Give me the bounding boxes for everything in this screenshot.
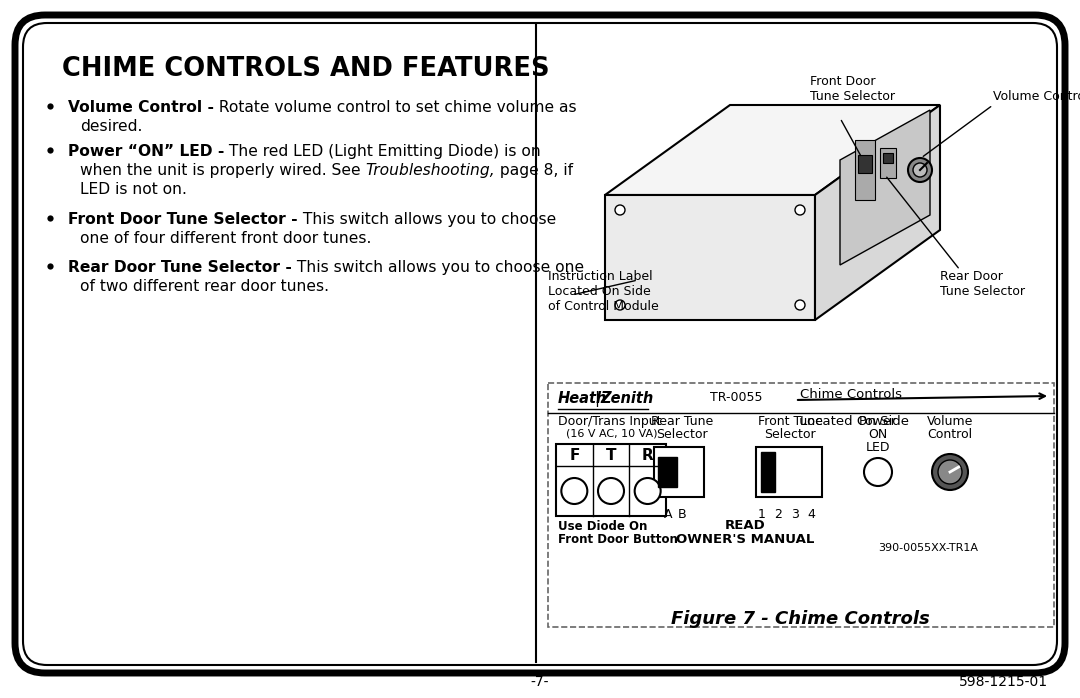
Text: Use Diode On: Use Diode On <box>558 520 647 533</box>
Text: OWNER'S MANUAL: OWNER'S MANUAL <box>676 533 814 546</box>
Text: one of four different front door tunes.: one of four different front door tunes. <box>80 231 372 246</box>
Text: Volume Control -: Volume Control - <box>68 100 214 115</box>
Bar <box>880 148 896 178</box>
Polygon shape <box>815 105 940 320</box>
Circle shape <box>598 478 624 504</box>
Text: 2: 2 <box>774 508 782 521</box>
FancyBboxPatch shape <box>15 15 1065 673</box>
Circle shape <box>615 205 625 215</box>
Text: Door/Trans Input: Door/Trans Input <box>558 415 661 428</box>
Text: The red LED (Light Emitting Diode) is on: The red LED (Light Emitting Diode) is on <box>225 144 541 159</box>
Text: Volume Control: Volume Control <box>993 90 1080 103</box>
Text: Power: Power <box>859 415 896 428</box>
FancyBboxPatch shape <box>23 23 1057 665</box>
Circle shape <box>864 458 892 486</box>
Text: -7-: -7- <box>530 675 550 689</box>
Text: Front Door Tune Selector -: Front Door Tune Selector - <box>68 212 298 227</box>
Text: desired.: desired. <box>80 119 143 134</box>
Text: R: R <box>642 447 653 463</box>
Text: CHIME CONTROLS AND FEATURES: CHIME CONTROLS AND FEATURES <box>62 56 550 82</box>
Text: Volume: Volume <box>927 415 973 428</box>
Polygon shape <box>605 195 815 320</box>
Text: TR-0055: TR-0055 <box>710 391 762 404</box>
Text: 598-1215-01: 598-1215-01 <box>959 675 1048 689</box>
Text: 1: 1 <box>758 508 766 521</box>
Text: Front Door
Tune Selector: Front Door Tune Selector <box>810 75 895 103</box>
Bar <box>761 452 775 492</box>
Text: 4: 4 <box>807 508 815 521</box>
Text: Rear Door Tune Selector -: Rear Door Tune Selector - <box>68 260 292 275</box>
Text: Selector: Selector <box>657 428 707 441</box>
Bar <box>883 153 893 163</box>
Bar <box>654 447 704 497</box>
Text: Heath: Heath <box>558 391 607 406</box>
Text: Figure 7 - Chime Controls: Figure 7 - Chime Controls <box>671 610 930 628</box>
Text: Rear Door
Tune Selector: Rear Door Tune Selector <box>940 270 1025 298</box>
Polygon shape <box>840 110 930 265</box>
Circle shape <box>615 300 625 310</box>
Text: LED is not on.: LED is not on. <box>80 182 187 197</box>
Bar <box>658 457 677 487</box>
Text: This switch allows you to choose one: This switch allows you to choose one <box>292 260 584 275</box>
Text: 3: 3 <box>791 508 799 521</box>
Text: A: A <box>664 508 672 521</box>
Text: |: | <box>594 391 599 407</box>
Text: when the unit is properly wired. See: when the unit is properly wired. See <box>80 163 365 178</box>
Text: Chime Controls: Chime Controls <box>800 388 902 401</box>
Bar <box>756 447 822 497</box>
Text: B: B <box>677 508 686 521</box>
Text: Rear Tune: Rear Tune <box>651 415 713 428</box>
Circle shape <box>635 478 661 504</box>
Text: Control: Control <box>928 428 973 441</box>
Circle shape <box>932 454 968 490</box>
Circle shape <box>795 300 805 310</box>
Text: T: T <box>606 447 617 463</box>
Text: Front Tune: Front Tune <box>757 415 823 428</box>
Text: Located On Side: Located On Side <box>800 415 909 428</box>
Bar <box>548 383 1054 627</box>
Text: 390-0055XX-TR1A: 390-0055XX-TR1A <box>878 543 978 553</box>
Bar <box>858 155 872 173</box>
Text: LED: LED <box>866 441 890 454</box>
Text: Power “ON” LED -: Power “ON” LED - <box>68 144 225 159</box>
Text: page 8, if: page 8, if <box>495 163 573 178</box>
Bar <box>556 444 666 516</box>
Circle shape <box>795 205 805 215</box>
Text: F: F <box>569 447 580 463</box>
Circle shape <box>562 478 588 504</box>
Text: This switch allows you to choose: This switch allows you to choose <box>298 212 556 227</box>
Circle shape <box>939 460 962 484</box>
Text: Front Door Button: Front Door Button <box>558 533 678 546</box>
Text: of two different rear door tunes.: of two different rear door tunes. <box>80 279 329 294</box>
Text: Zenith: Zenith <box>600 391 653 406</box>
Text: Instruction Label
Located On Side
of Control Module: Instruction Label Located On Side of Con… <box>548 270 659 313</box>
Bar <box>855 140 875 200</box>
Polygon shape <box>605 105 940 195</box>
Circle shape <box>908 158 932 182</box>
Text: ON: ON <box>868 428 888 441</box>
Text: Rotate volume control to set chime volume as: Rotate volume control to set chime volum… <box>214 100 577 115</box>
Text: READ: READ <box>725 519 766 532</box>
Text: Selector: Selector <box>765 428 815 441</box>
Text: (16 V AC, 10 VA): (16 V AC, 10 VA) <box>566 428 658 438</box>
Circle shape <box>913 163 927 177</box>
Text: Troubleshooting,: Troubleshooting, <box>365 163 495 178</box>
